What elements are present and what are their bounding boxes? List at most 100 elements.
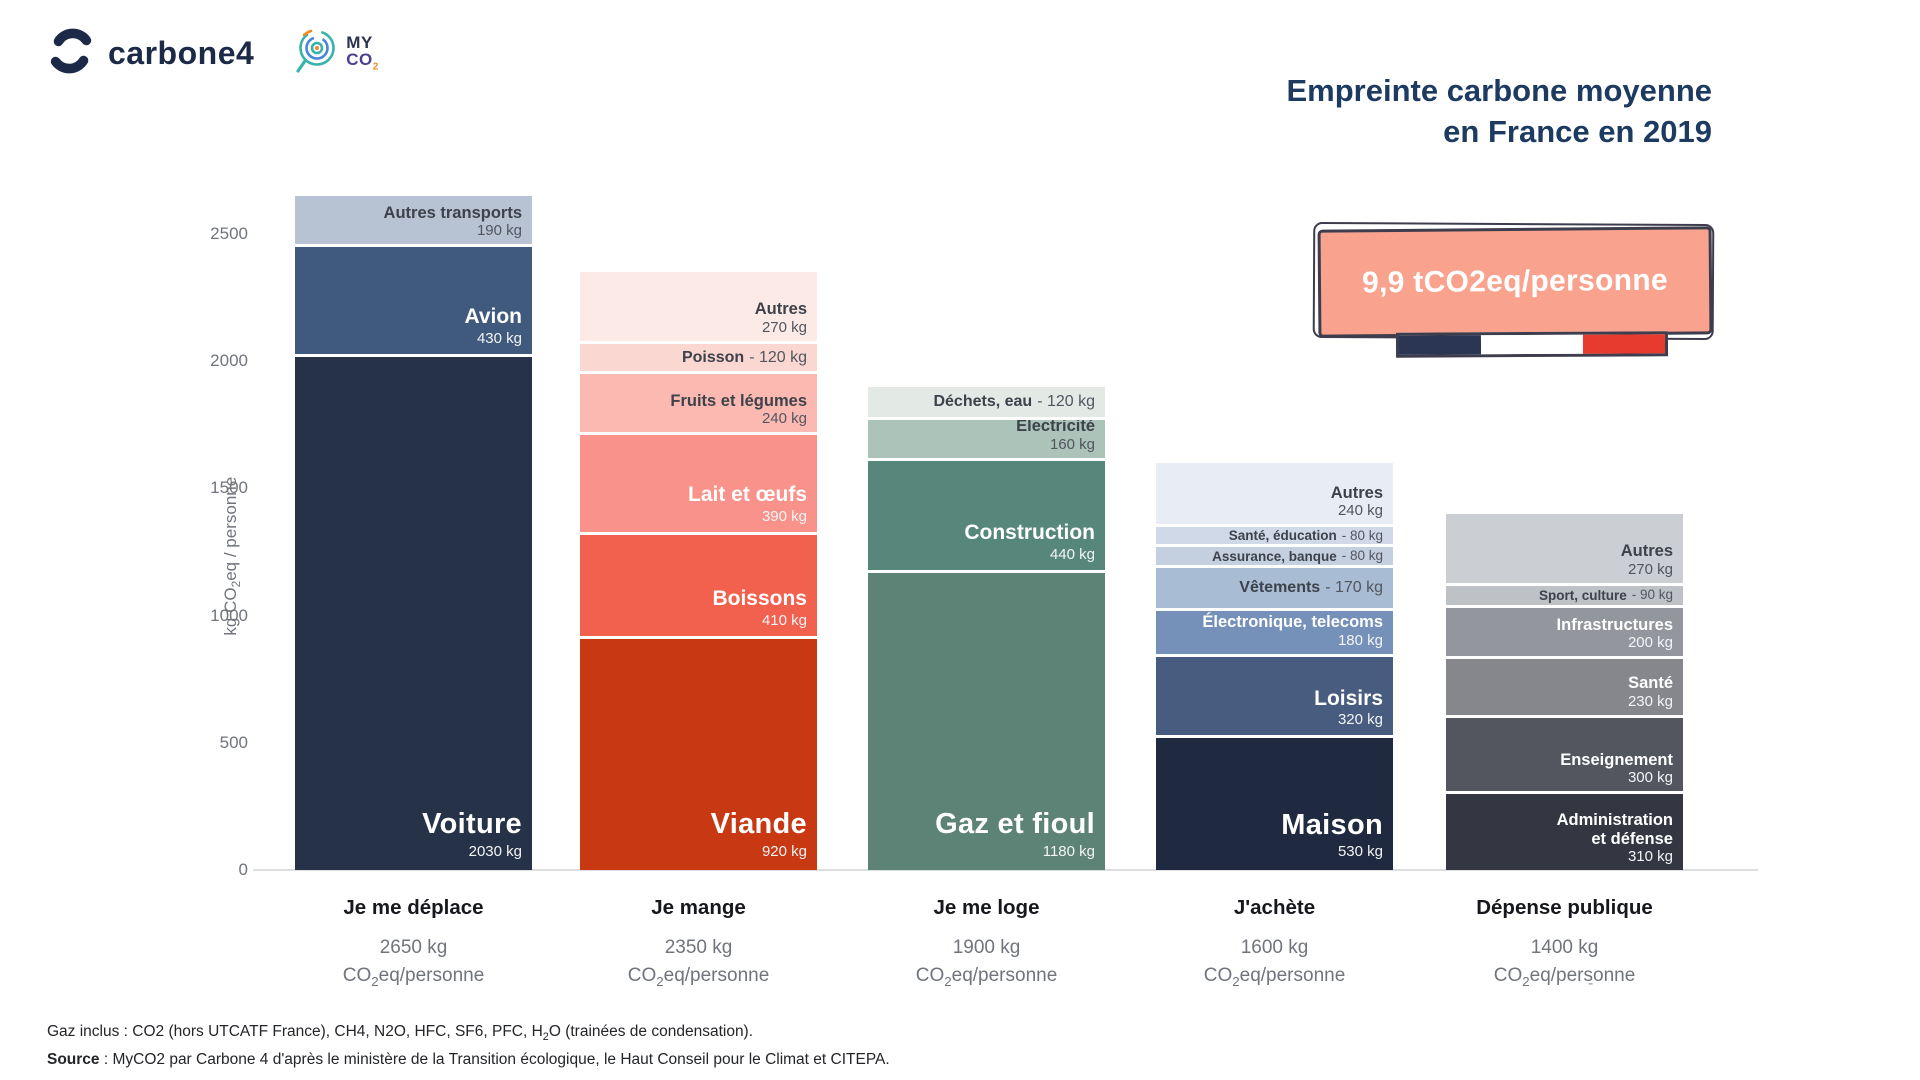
segment-label: Poisson [681,348,745,366]
y-axis-title: kg CO2eq / personne [220,476,244,636]
segment-value: 920 kg [761,842,807,860]
segment-label: Voiture [422,808,522,841]
bar-segment: Viande 920 kg [580,635,817,870]
segment-value: 270 kg [761,318,807,336]
y-tick-label: 2500 [210,224,248,243]
segment-label: Autres transports [383,203,522,222]
carbone4-logo-text: carbone4 [108,35,255,71]
segment-value: 530 kg [1337,842,1383,860]
category-name: J'achète [1233,896,1316,919]
segment-label: Santé [1628,674,1673,693]
myco2-logo: MY CO2 [292,27,379,80]
segment-label: Autres [1620,542,1673,561]
segment-value: 300 kg [1627,769,1673,787]
header-logos: carbone4 MY CO2 [46,26,379,81]
segment-value: 2030 kg [468,842,522,860]
bar-segment: Infrastructures 200 kg [1446,605,1683,657]
category-total: 1600 kg CO2eq/personne [1203,937,1346,989]
bar-segment: Gaz et fioul 1180 kg [868,569,1105,870]
segment-value: 430 kg [476,329,522,347]
bar-segment: Avion 430 kg [295,244,532,354]
segment-label: Administration et défense [1556,811,1673,848]
segment-label: Gaz et fioul [935,808,1095,841]
bar-segment: Autres transports 190 kg [295,195,532,245]
segment-label: Autres [754,300,807,319]
bar-segment: Boissons 410 kg [580,531,817,636]
category-label-block: Dépense publique 1400 kg CO2eq/personne [1426,896,1703,991]
myco2-logo-icon [292,27,340,80]
segment-value: - 170 kg [1325,579,1383,597]
segment-label: Maison [1281,808,1383,841]
bar-segment: Fruits et légumes 240 kg [580,371,817,433]
segment-label: Vêtements [1239,578,1321,596]
bar-segment: Électricité 160 kg [868,417,1105,458]
segment-label: Assurance, banque [1212,548,1337,564]
segment-label: Viande [710,808,807,841]
segment-value: 310 kg [1627,847,1673,865]
bar-segment: Déchets, eau - 120 kg [868,386,1105,418]
stacked-bar: Autres 270 kg Poisson - 120 kg Fruits et lég… [580,272,817,870]
bar-segment: Autres 240 kg [1156,462,1393,525]
y-tick-label: 1500 [210,478,248,498]
category-label-block: J'achète 1600 kg CO2eq/personne [1136,896,1413,991]
segment-label: Loisirs [1314,686,1383,710]
category-name: Je me loge [933,896,1040,919]
category-label-block: Je mange 2350 kg CO2eq/personne [560,896,837,991]
segment-label: Autres [1330,483,1383,502]
segment-value: 390 kg [761,507,807,525]
bar-segment: Construction 440 kg [868,457,1105,570]
category-total: 1400 kg CO2eq/personne [1493,937,1636,989]
segment-value: 1180 kg [1042,842,1095,860]
segment-label: Santé, éducation [1228,528,1337,544]
segment-value: 190 kg [476,222,522,240]
france-flag [1395,331,1669,358]
stacked-bar: Autres 270 kg Sport, culture - 90 kg Infrast… [1446,513,1683,870]
segment-value: - 120 kg [749,349,807,366]
segment-value: 230 kg [1627,692,1673,710]
bar-segment: Sport, culture - 90 kg [1446,582,1683,606]
chart-title: Empreinte carbone moyenne en France en 2… [1286,70,1712,152]
segment-value: 160 kg [1049,435,1095,453]
segment-value: - 80 kg [1341,527,1383,543]
flag-red-stripe [1582,334,1666,354]
category-name: Dépense publique [1476,896,1653,919]
segment-label: Fruits et légumes [670,391,807,410]
segment-value: 240 kg [1337,502,1383,520]
bar-segment: Santé 230 kg [1446,656,1683,715]
flag-white-stripe [1481,334,1583,355]
carbone4-logo-icon [46,26,96,81]
bar-segment: Électronique, telecoms 180 kg [1156,608,1393,654]
bar-segment: Poisson - 120 kg [580,340,817,372]
myco2-logo-text: MY CO2 [346,33,379,73]
y-tick-label: 1000 [210,605,248,625]
segment-label: Électricité [1016,417,1095,436]
category-total: 2350 kg CO2eq/personne [627,937,770,989]
segment-value: 180 kg [1337,631,1383,649]
y-tick-label: 0 [238,860,248,879]
category-total: 2650 kg CO2eq/personne [342,937,485,989]
segment-value: 410 kg [761,611,807,629]
segment-label: Lait et œufs [688,483,807,507]
segment-label: Enseignement [1560,750,1673,769]
segment-label: Avion [464,305,522,328]
segment-label: Boissons [712,587,807,611]
footnotes: Gaz inclus : CO2 (hors UTCATF France), C… [47,1019,890,1073]
carbone4-logo: carbone4 [46,26,254,81]
segment-value: 320 kg [1337,711,1383,729]
source-note: Source : MyCO2 par Carbone 4 d'après le … [47,1050,890,1068]
bar-segment: Maison 530 kg [1156,735,1393,870]
y-tick-label: 2000 [210,351,248,371]
segment-value: - 80 kg [1341,548,1383,564]
bar-segment: Assurance, banque - 80 kg [1156,544,1393,565]
segment-value: 440 kg [1049,545,1095,563]
stray-dash: - [1588,975,1594,992]
segment-value: - 120 kg [1037,393,1095,411]
category-total: 1900 kg CO2eq/personne [915,937,1058,989]
segment-value: 200 kg [1627,634,1673,652]
flag-blue-stripe [1398,335,1482,355]
segment-label: Déchets, eau [933,392,1033,410]
category-label-block: Je me loge 1900 kg CO2eq/personne [848,896,1125,991]
category-name: Je mange [651,896,746,919]
bar-segment: Administration et défense 310 kg [1446,791,1683,870]
